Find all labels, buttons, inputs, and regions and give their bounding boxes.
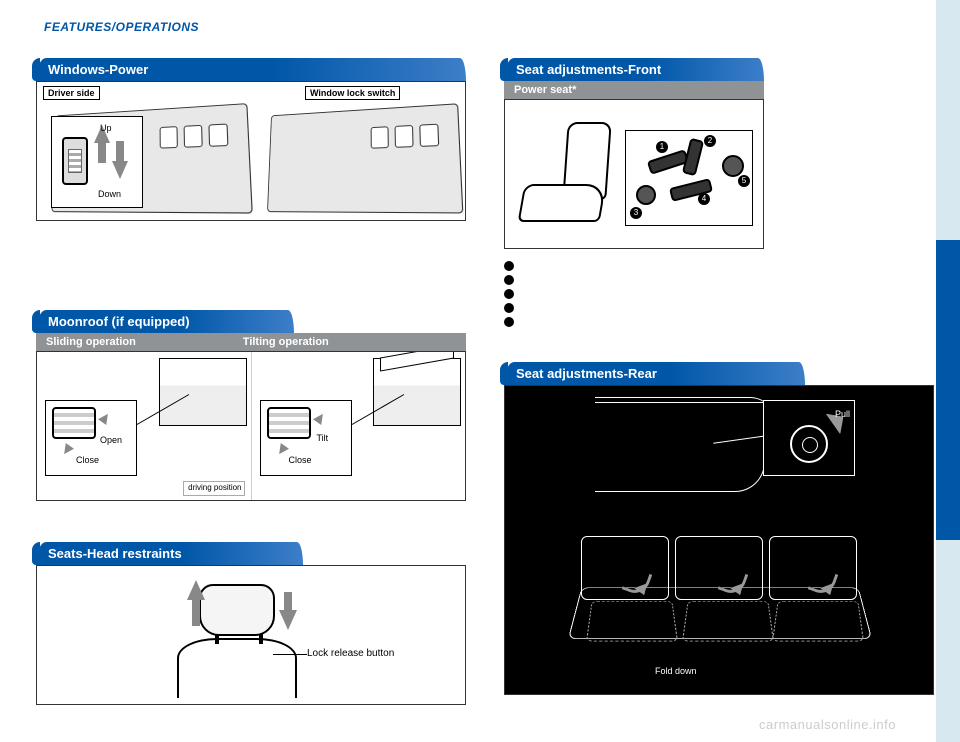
arrow-close-icon: [60, 443, 74, 457]
page: FEATURES/OPERATIONS Windows-Power Driver…: [0, 0, 936, 742]
rec-driving-pos: Recommended driving position: [183, 481, 245, 496]
num-5: 5: [738, 175, 750, 187]
roof-icon: [159, 358, 247, 426]
tilting-inset: Tilt Close: [260, 400, 352, 476]
num-1: 1: [656, 141, 668, 153]
arrow-down-icon: [112, 161, 128, 179]
fold-outline-right: [772, 601, 864, 641]
sliding-inset: Open Close: [45, 400, 137, 476]
num-4: 4: [698, 193, 710, 205]
watermark: carmanualsonline.info: [759, 717, 896, 732]
rear-bench-view: Fold down: [575, 536, 875, 686]
pull-label: Pull: [835, 409, 850, 419]
trunk-view: Pull: [595, 394, 855, 514]
section-moonroof: Moonroof (if equipped): [36, 310, 294, 333]
side-tab-active: [936, 240, 960, 540]
power-seat-sub: Power seat*: [504, 81, 764, 99]
pull-inset: Pull: [763, 400, 855, 476]
door-panel-right: [267, 103, 463, 213]
page-header: FEATURES/OPERATIONS: [44, 20, 199, 34]
side-tab-top: [936, 0, 960, 240]
section-head-restraints: Seats-Head restraints: [36, 542, 303, 565]
headrest-icon: [199, 584, 275, 636]
seatback-icon: [177, 638, 297, 698]
control-2: [682, 138, 704, 176]
lock-release-label: Lock release button: [307, 648, 394, 659]
tilting-half: Tilt Close: [252, 352, 466, 500]
tilt-label: Tilt: [317, 433, 329, 443]
trunk-outline-icon: [595, 402, 765, 492]
window-switch-icon: [62, 137, 88, 185]
close-label: Close: [76, 455, 99, 465]
fold-outline-mid: [682, 601, 774, 641]
fold-outline-left: [586, 601, 678, 641]
down-label: Down: [98, 189, 121, 199]
moonroof-diagram: Open Close Recommended driving position …: [36, 351, 466, 501]
side-tabs: [936, 0, 960, 742]
switch-inset: Up Down: [51, 116, 143, 208]
roof-tilt-icon: [373, 358, 461, 426]
open-label: Open: [100, 435, 122, 445]
close2-label: Close: [289, 455, 312, 465]
control-legend: [504, 259, 764, 329]
side-tab-bottom: [936, 540, 960, 742]
windows-power-diagram: Driver side Window lock switch Up Down: [36, 81, 466, 221]
arrow-open-icon: [98, 411, 112, 425]
sliding-op-label: Sliding operation: [46, 336, 243, 348]
pull-knob-icon: [790, 425, 828, 463]
head-restraint-diagram: Lock release button: [36, 565, 466, 705]
seat-outline-icon: [517, 122, 627, 232]
seat-rear-diagram: Pull Fold down: [504, 385, 934, 695]
sliding-half: Open Close Recommended driving position: [37, 352, 252, 500]
seat-control-panel: 1 2 3 4 5: [625, 130, 753, 226]
arrow-close2-icon: [275, 443, 289, 457]
up-label: Up: [100, 123, 112, 133]
arrow-raise-icon: [187, 580, 205, 600]
control-3: [636, 185, 656, 205]
driver-side-tag: Driver side: [43, 86, 100, 100]
section-seat-rear: Seat adjustments-Rear: [504, 362, 805, 385]
arrow-lower-icon: [279, 610, 297, 630]
num-2: 2: [704, 135, 716, 147]
window-lock-tag: Window lock switch: [305, 86, 400, 100]
moonroof-subheader: Sliding operation Tilting operation: [36, 333, 466, 351]
moonroof-switch2-icon: [267, 407, 311, 439]
seat-front-diagram: 1 2 3 4 5: [504, 99, 764, 249]
arrow-tilt-icon: [313, 411, 327, 425]
section-windows-power: Windows-Power: [36, 58, 466, 81]
control-5: [722, 155, 744, 177]
fold-down-label: Fold down: [655, 666, 697, 676]
tilting-op-label: Tilting operation: [243, 336, 329, 348]
num-3: 3: [630, 207, 642, 219]
section-seat-front: Seat adjustments-Front: [504, 58, 764, 81]
moonroof-switch-icon: [52, 407, 96, 439]
